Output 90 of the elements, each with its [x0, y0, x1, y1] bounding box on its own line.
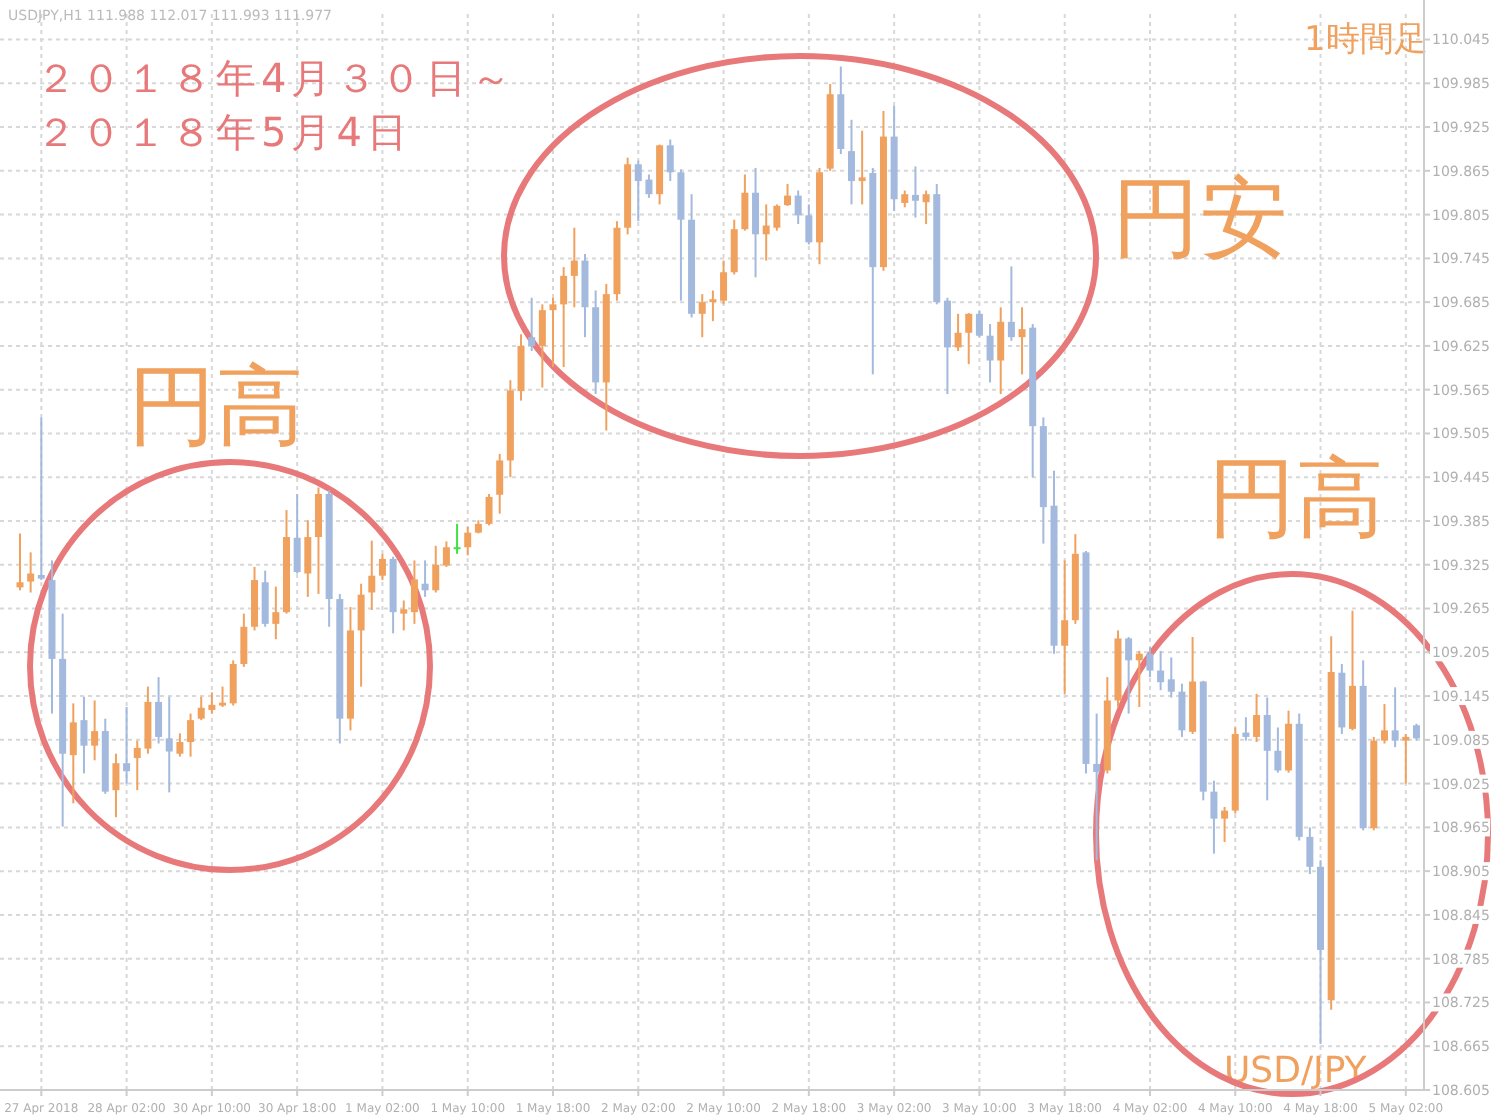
candlestick [975, 309, 983, 339]
candlestick [997, 306, 1005, 396]
candlestick [1306, 826, 1314, 876]
candlestick [794, 189, 802, 226]
candlestick [1146, 646, 1154, 679]
candlestick [911, 165, 919, 219]
candlestick [1007, 265, 1015, 342]
candlestick [1157, 649, 1165, 692]
candlestick [666, 138, 674, 183]
candlestick [1402, 733, 1410, 785]
candlestick [37, 416, 45, 582]
candlestick [1210, 779, 1218, 855]
candlestick [1178, 682, 1186, 738]
candlestick [453, 522, 461, 555]
annotation: ２０１８年5月4日 [36, 108, 412, 156]
candlestick [187, 712, 195, 758]
candlestick [922, 189, 930, 226]
candlestick [1242, 716, 1250, 742]
candlestick [730, 218, 738, 276]
candlestick [421, 559, 429, 598]
candlestick [858, 129, 866, 206]
candlestick [69, 702, 77, 805]
candlestick [16, 532, 24, 592]
candlestick [698, 293, 706, 339]
candlestick [410, 559, 418, 625]
candlestick [400, 599, 408, 632]
candlestick [549, 296, 557, 369]
candlestick [1018, 306, 1026, 376]
candlestick [784, 182, 792, 207]
candlestick [1263, 696, 1271, 802]
annotation: 1時間足 [1304, 20, 1428, 60]
candlestick [570, 226, 578, 309]
candlestick [272, 585, 280, 641]
candlestick [517, 333, 525, 402]
candlestick [1274, 726, 1282, 774]
candlestick [304, 519, 312, 598]
candlestick [1135, 649, 1143, 709]
candlestick [581, 253, 589, 339]
candlestick [1253, 692, 1261, 744]
candlestick [538, 303, 546, 389]
candlestick [1093, 712, 1101, 862]
candlestick [165, 695, 173, 794]
candlestick [123, 706, 131, 785]
candlestick [943, 296, 951, 396]
annotation: 円安 [1112, 168, 1288, 270]
candlestick [986, 323, 994, 384]
candlestick [80, 695, 88, 775]
candlestick [485, 493, 493, 527]
candlestick [1125, 635, 1133, 715]
annotation: USD/JPY [1224, 1050, 1369, 1092]
candlestick [314, 486, 322, 595]
candlestick [496, 452, 504, 515]
candlestick [677, 168, 685, 302]
candlestick [442, 540, 450, 568]
candlestick [805, 203, 813, 246]
candlestick [954, 312, 962, 353]
candlestick [368, 539, 376, 611]
candlestick [240, 612, 248, 668]
annotation: 円高 [1208, 448, 1384, 550]
candlestick [1391, 686, 1399, 749]
candlestick [752, 166, 760, 279]
candlestick [27, 551, 35, 594]
candlestick [112, 752, 120, 819]
candlestick [229, 659, 237, 707]
annotation: 円高 [128, 356, 304, 458]
candlestick [720, 259, 728, 306]
candlestick [847, 118, 855, 206]
candlestick [1061, 559, 1069, 695]
candlestick [464, 525, 472, 557]
candlestick [251, 565, 259, 632]
candlestick [1221, 805, 1229, 843]
candlestick [1349, 609, 1356, 732]
candlestick [261, 569, 269, 628]
candlestick [91, 699, 99, 762]
candlestick [965, 312, 973, 366]
candlestick [378, 552, 386, 582]
annotation: ２０１８年4月３０日～ [36, 54, 517, 102]
candlestick [293, 493, 301, 575]
candlestick [219, 685, 227, 709]
candlestick [1380, 703, 1388, 745]
candlestick [528, 296, 536, 353]
candlestick [709, 289, 717, 323]
candlestick [176, 732, 184, 758]
candlestick [155, 676, 163, 745]
candlestick [357, 582, 365, 688]
candlestick [741, 173, 749, 232]
candlestick [1285, 709, 1293, 774]
candlestick [1167, 656, 1175, 699]
candlestick [432, 544, 440, 594]
candlestick [560, 266, 568, 369]
